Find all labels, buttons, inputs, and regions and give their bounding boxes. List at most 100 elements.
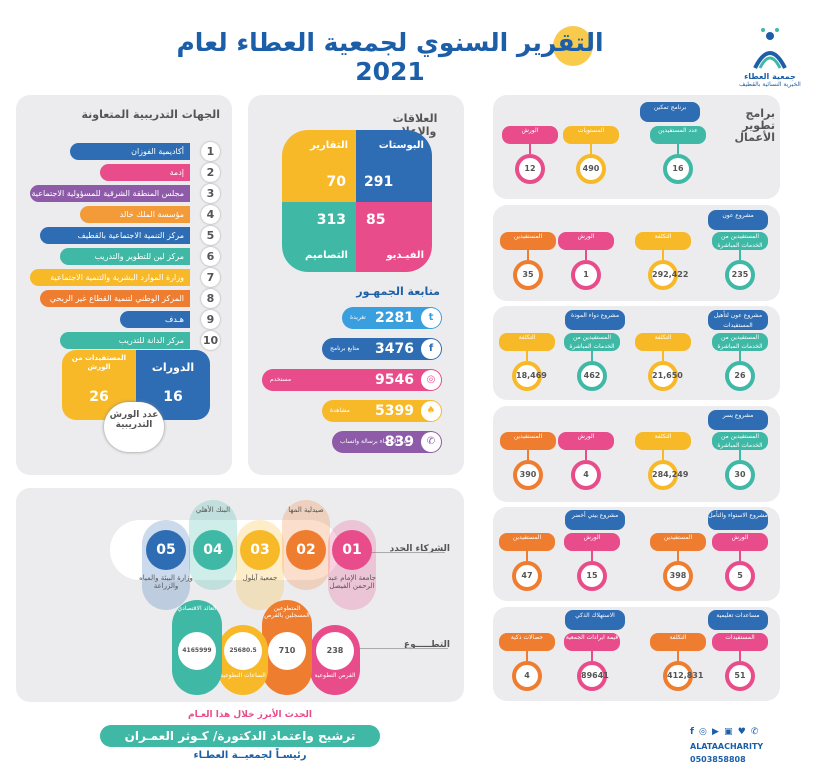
partner-number: 04 [193,530,233,570]
program-name: مشروع بيتي أخضر [565,510,625,530]
partner-number: 6 [201,247,220,266]
program-connector [662,450,664,460]
program-metric-label: المستفيدين [650,533,706,551]
new-partners-label: الشركاء الجدد [389,544,450,554]
contact-phone: 0503858808 [690,755,746,764]
partner-name: جمعية آيلول [242,574,278,582]
volunteer-label: التطـــــوع [403,640,450,650]
program-metric-value: 398 [663,561,693,591]
program-metric-value: 47 [512,561,542,591]
program-metric-label: المستفيدين [500,432,556,450]
program-metric-label: المستفيدين [500,232,556,250]
partner-number: 05 [146,530,186,570]
instagram-icon: ◎ [421,370,441,390]
program-metric-label: قيمة ايرادات الجمعية [564,633,620,651]
snapchat-icon: ♠ [421,401,441,421]
audience-item: 5399 مشاهدة ♠ [322,400,442,422]
program-metric-label: التكلفة [635,232,691,250]
partner-number: 7 [201,268,220,287]
title-highlight [553,26,593,66]
partner-number: 02 [286,530,326,570]
program-metric-label: المستفيدين [499,533,555,551]
volunteer-label: المتطوعين المسجلين بالفرص [264,605,310,619]
program-metric-value: 462 [577,361,607,391]
program-metric-value: 15 [577,561,607,591]
program-connector [527,450,529,460]
twitter-icon: t [421,308,441,328]
partner-bar: مركز الدانة للتدريب [60,332,190,349]
program-connector [677,651,679,661]
logo-icon [753,28,787,69]
program-metric-label: التكلفة [650,633,706,651]
partners-title: الجهات التدريبية المتعاونة [81,108,220,121]
partner-number: 10 [201,331,220,350]
program-metric-value: 412,831 [663,661,703,691]
program-metric-label: المستفيدين من الخدمات المباشرة [712,333,768,351]
program-connector [591,351,593,361]
partner-bar: مركز لين للتطوير والتدريب [60,248,190,265]
program-connector [526,351,528,361]
program-connector [585,250,587,260]
audience-sub: مشاهدة [330,407,350,414]
program-metric-value: 18,469 [512,361,547,391]
workshops-count-label: عدد الورش التدريبية [104,402,164,452]
highlight-lead: الحدث الأبرز خلال هذا العـام [188,710,312,720]
program-panel-1 [493,95,780,199]
audience-value: 5399 [375,403,414,419]
program-metric-value: 490 [576,154,606,184]
program-metric-label: المستفيدين من الخدمات المباشرة [712,232,768,250]
partner-number: 8 [201,289,220,308]
program-metric-value: 12 [515,154,545,184]
audience-item: 839 عدد الأعضاء برسالة واتساب ✆ [332,431,442,453]
audience-item: 9546 مستخدم ◎ [262,369,442,391]
program-metric-value: 16 [663,154,693,184]
partner-name: جامعة الإمام عبد الرحمن الفيصل [328,574,376,590]
courses-label: الدورات [136,350,210,386]
program-metric-label: الورش [558,232,614,250]
program-metric-label: التكلفة [499,333,555,351]
program-connector [739,651,741,661]
partner-number: 03 [240,530,280,570]
program-connector [591,651,593,661]
program-connector [739,450,741,460]
partner-name: البنك الأهلي [195,506,231,514]
program-metric-value: 1 [571,260,601,290]
program-metric-value: 51 [725,661,755,691]
volunteer-label: العائد الاقتصادي [177,605,217,612]
highlight-sub: رئيسـاً لجمعيــة العطـاء [193,750,307,761]
program-metric-label: المستفيدين من الخدمات المباشرة [564,333,620,351]
partner-bar: مجلس المنطقة الشرقية للمسؤولية الاجتماعي… [30,185,190,202]
program-metric-label: التكلفة [635,432,691,450]
volunteer-label: الفرص التطوعية [314,672,356,679]
partner-bar: المركز الوطني لتنمية القطاع غير الربحي [40,290,190,307]
program-connector [677,144,679,154]
partner-bar: إدمة [100,164,190,181]
program-metric-value: 284,249 [648,460,688,490]
program-metric-value: 390 [513,460,543,490]
program-connector [526,651,528,661]
volunteer-value: 25680.5 [224,632,262,670]
partner-bar: مؤسسة الملك خالد [80,206,190,223]
partner-number: 2 [201,163,220,182]
program-metric-label: المستفيدات [712,633,768,651]
program-connector [739,250,741,260]
audience-sub: متابع برنامج [330,345,360,352]
program-name: مشروع عون [708,210,768,230]
program-name: مساعدات تعليمية [708,610,768,630]
page-title: التقرير السنوي لجمعية العطاء لعام 2021 [176,28,604,86]
program-metric-label: المستفيدين من الخدمات المباشرة [712,432,768,450]
partner-number: 1 [201,142,220,161]
reports-tile: التقارير 70 [282,130,356,202]
program-connector [739,351,741,361]
program-metric-label: عدد المستفيدين [650,126,706,144]
social-icons: f ◎ ▶ ▣ ♥ ✆ [690,727,760,737]
program-metric-label: الورش [564,533,620,551]
program-metric-value: 292,422 [648,260,688,290]
audience-sub: تغريدة [350,314,366,321]
program-metric-value: 4 [512,661,542,691]
partner-bar: مركز التنمية الاجتماعية بالقطيف [40,227,190,244]
program-metric-label: الورش [712,533,768,551]
program-metric-value: 5 [725,561,755,591]
partner-bar: وزارة الموارد البشرية والتنمية الاجتماعي… [30,269,190,286]
audience-title: متابعة الجمهـور [356,285,440,298]
